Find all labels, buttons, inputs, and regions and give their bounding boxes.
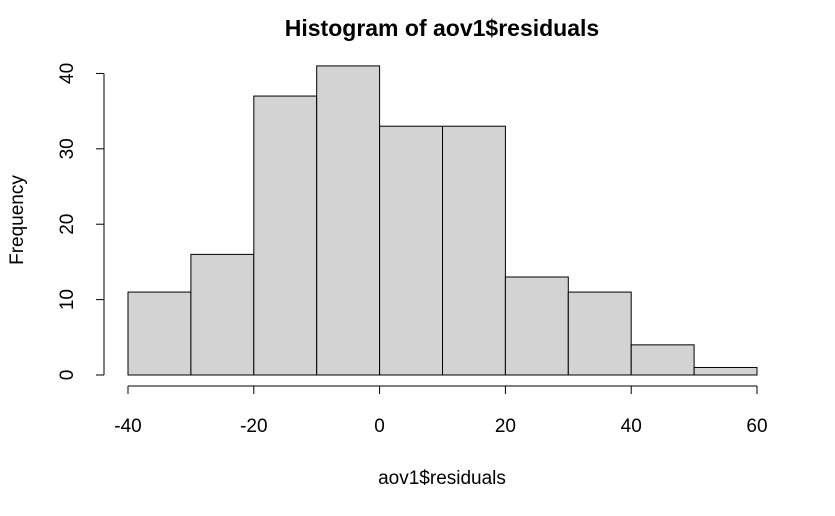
histogram-bar <box>567 291 632 376</box>
histogram-bar <box>316 65 381 376</box>
x-tick-label: 40 <box>621 416 642 437</box>
histogram-bar <box>630 344 695 376</box>
y-axis-label: Frequency <box>7 175 28 265</box>
chart-title: Histogram of aov1$residuals <box>285 15 599 41</box>
histogram-bar <box>379 125 444 376</box>
histogram-bar <box>693 366 758 376</box>
y-axis: 0 10 20 30 40 <box>57 63 105 381</box>
x-tick-label: -20 <box>240 416 267 437</box>
x-tick-label: 20 <box>495 416 516 437</box>
histogram-bar <box>442 125 506 376</box>
y-tick-label: 30 <box>57 138 78 159</box>
x-axis-label: aov1$residuals <box>378 468 506 489</box>
x-tick-label: 0 <box>374 416 385 437</box>
bars-group <box>127 65 758 376</box>
y-tick-label: 0 <box>57 370 78 381</box>
histogram-bar <box>190 253 255 376</box>
histogram-bar <box>253 95 318 376</box>
x-tick-label: -40 <box>114 416 141 437</box>
y-tick-label: 10 <box>57 289 78 310</box>
x-axis: -40 -20 0 20 40 60 <box>114 385 768 437</box>
x-tick-label: 60 <box>746 416 767 437</box>
histogram-bar <box>127 291 192 376</box>
y-tick-label: 20 <box>57 214 78 235</box>
y-tick-label: 40 <box>57 63 78 84</box>
histogram-bar <box>504 276 569 376</box>
